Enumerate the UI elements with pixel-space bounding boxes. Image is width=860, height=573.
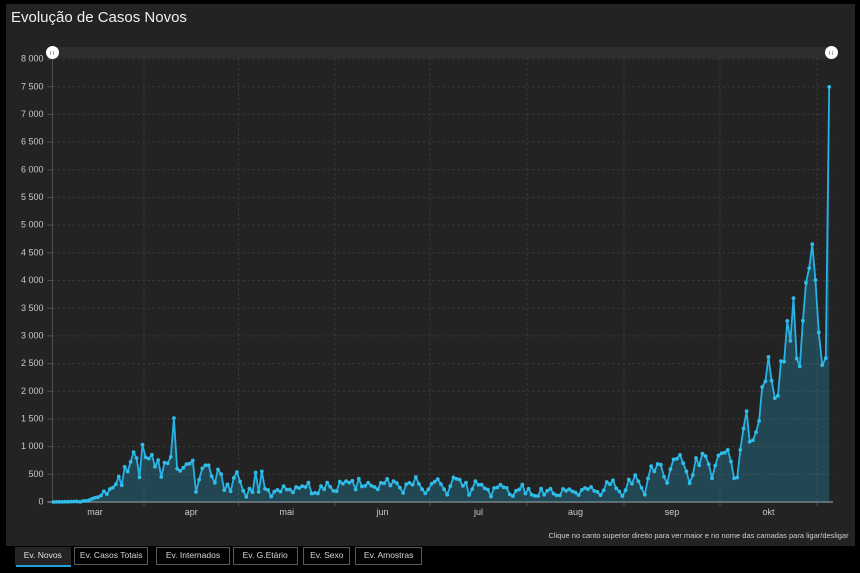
svg-text:1 500: 1 500 [21,414,44,424]
svg-text:jul: jul [473,507,483,517]
svg-text:5 500: 5 500 [21,192,44,202]
svg-text:jun: jun [375,507,388,517]
svg-text:sep: sep [665,507,680,517]
svg-text:okt: okt [762,507,775,517]
svg-text:1 000: 1 000 [21,441,44,451]
svg-text:6 500: 6 500 [21,137,44,147]
svg-text:3 500: 3 500 [21,303,44,313]
svg-text:aug: aug [568,507,583,517]
svg-text:0: 0 [38,497,43,507]
svg-text:5 000: 5 000 [21,220,44,230]
svg-text:2 500: 2 500 [21,358,44,368]
svg-text:7 000: 7 000 [21,109,44,119]
svg-text:8 000: 8 000 [21,54,44,64]
svg-text:4 000: 4 000 [21,275,44,285]
svg-text:4 500: 4 500 [21,247,44,257]
svg-text:2 000: 2 000 [21,386,44,396]
svg-text:mar: mar [87,507,103,517]
svg-text:mai: mai [280,507,295,517]
svg-text:7 500: 7 500 [21,81,44,91]
svg-text:6 000: 6 000 [21,164,44,174]
svg-text:500: 500 [28,469,43,479]
svg-text:apr: apr [185,507,198,517]
svg-text:3 000: 3 000 [21,331,44,341]
